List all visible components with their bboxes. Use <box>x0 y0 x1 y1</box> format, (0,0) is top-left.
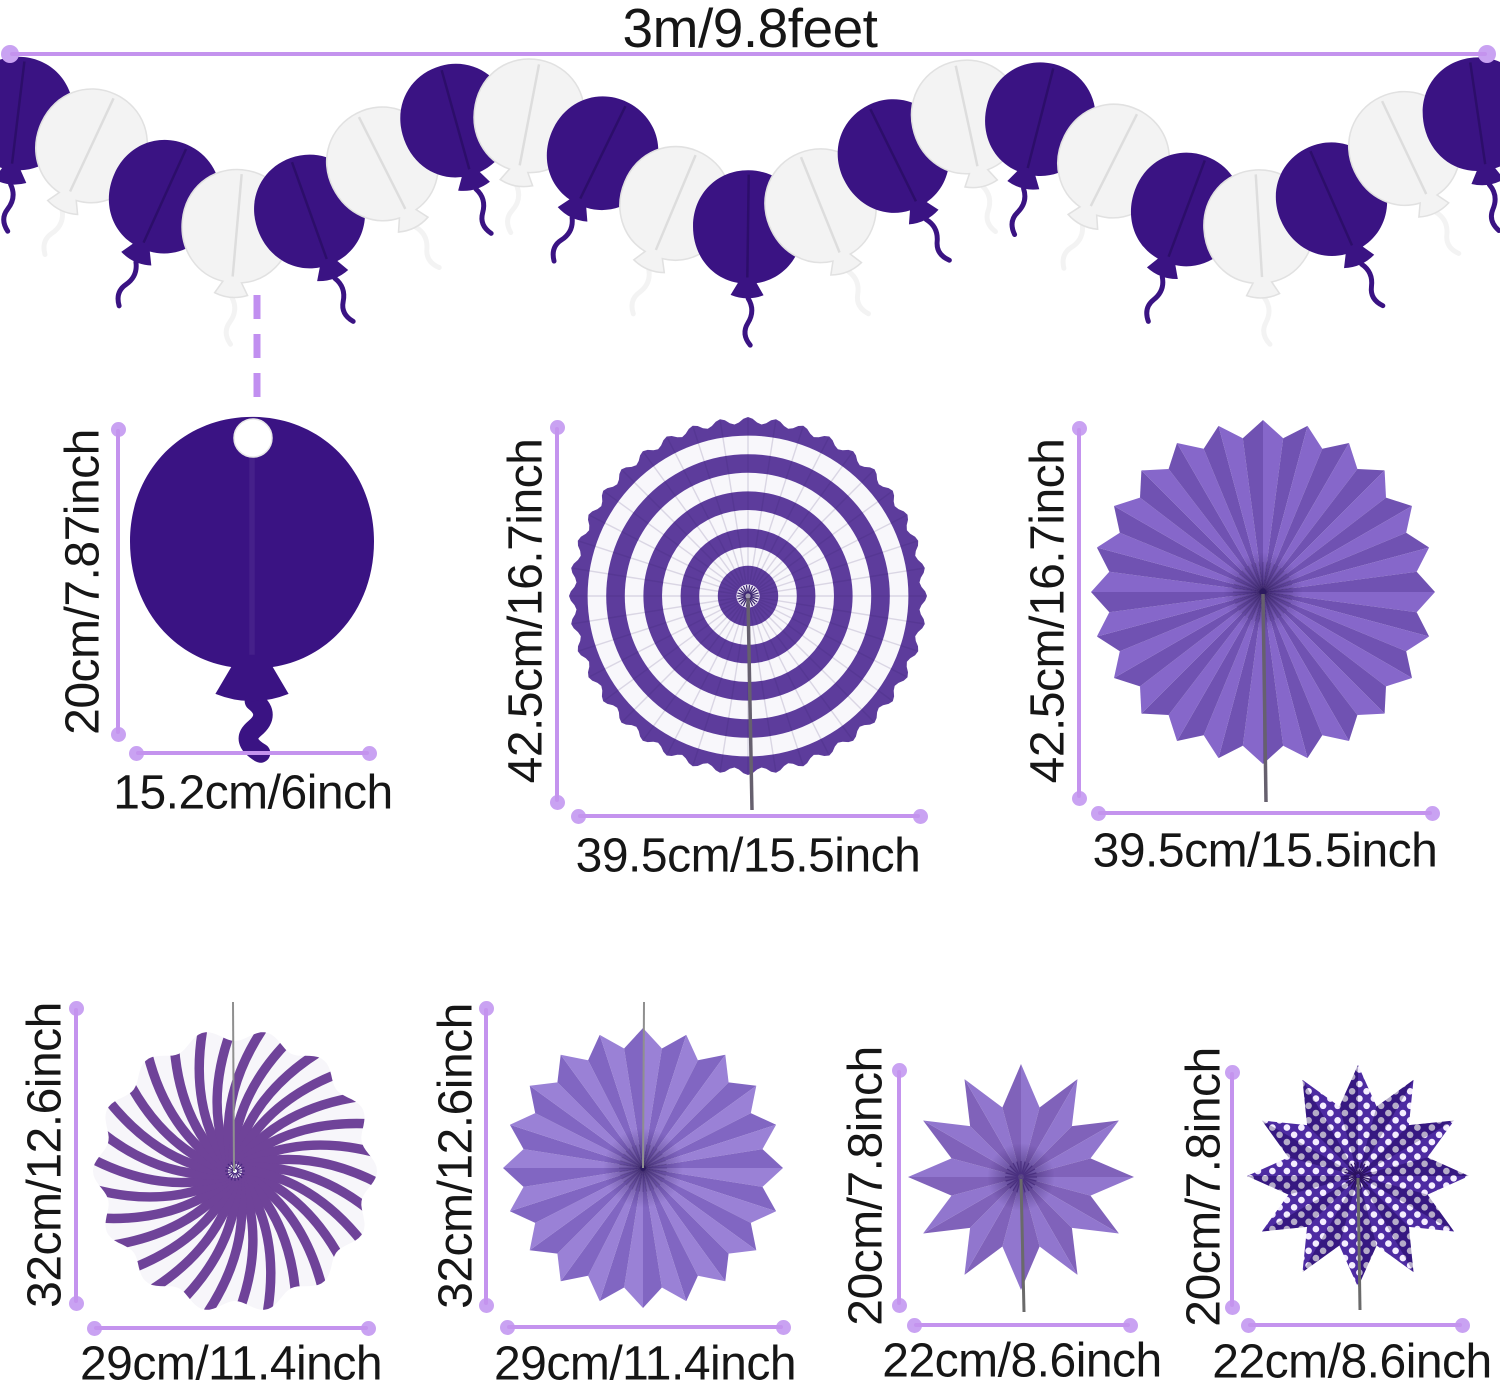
balloon-cutout <box>130 416 374 763</box>
measure-dot <box>912 808 928 824</box>
measure-line-swirl-fan-width <box>94 1326 368 1330</box>
purple-fan-large-stick <box>1261 593 1268 803</box>
balloon-garland <box>0 56 1500 348</box>
measure-dot <box>891 1297 907 1313</box>
measure-line-pointed-fan-height <box>897 1070 901 1305</box>
polka-fan-height-label: 20cm/7.8inch <box>1177 1047 1231 1327</box>
garland-length-label: 3m/9.8feet <box>622 0 878 59</box>
swirl-fan-height-label: 32cm/12.6inch <box>18 1002 72 1308</box>
measure-dot <box>68 1295 84 1311</box>
measure-line-striped-fan-height <box>555 427 559 802</box>
pointed-fan-width-label: 22cm/8.6inch <box>882 1334 1162 1385</box>
light-purple-paper-fan <box>503 1028 783 1308</box>
measure-dot <box>110 726 126 742</box>
light-purple-fan-string <box>642 1001 645 1169</box>
measure-dot <box>360 1320 376 1336</box>
measure-line-polka-fan-width <box>1248 1323 1462 1327</box>
swirl-fan-string <box>232 1001 235 1172</box>
balloon-hanging-hole <box>233 418 273 458</box>
measure-line-balloon-width <box>136 751 369 755</box>
purple-paper-fan-large <box>1091 420 1435 764</box>
measure-line-garland-length <box>10 52 1487 56</box>
measure-dot <box>1478 45 1496 63</box>
measure-dot <box>549 794 565 810</box>
pointed-fan-stick <box>1019 1178 1026 1313</box>
measure-dot <box>361 745 377 761</box>
measure-line-solid-fan-large-height <box>1077 428 1081 798</box>
solid-fan-medium-height-label: 32cm/12.6inch <box>429 1003 483 1309</box>
polka-dot-paper-fan <box>1247 1065 1469 1287</box>
measure-dot <box>1454 1317 1470 1333</box>
measure-dot <box>775 1319 791 1335</box>
solid-fan-large-height-label: 42.5cm/16.7inch <box>1021 438 1075 784</box>
swirl-paper-fan <box>93 1032 377 1310</box>
measure-line-solid-fan-large-width <box>1098 811 1432 815</box>
measure-dot <box>1071 790 1087 806</box>
measure-line-swirl-fan-height <box>74 1008 78 1303</box>
pointed-fan-height-label: 20cm/7.8inch <box>839 1046 893 1326</box>
balloon-height-label: 20cm/7.87inch <box>56 429 110 735</box>
striped-fan-width-label: 39.5cm/15.5inch <box>575 829 921 883</box>
measure-dot <box>478 1297 494 1313</box>
measure-dot <box>1122 1317 1138 1333</box>
measure-dot <box>1424 805 1440 821</box>
measure-dot <box>1224 1299 1240 1315</box>
garland-balloon-purple <box>1422 57 1500 234</box>
swirl-fan-width-label: 29cm/11.4inch <box>79 1337 383 1385</box>
measure-line-solid-fan-medium-width <box>507 1325 783 1329</box>
measure-line-striped-fan-width <box>578 814 920 818</box>
striped-fan-height-label: 42.5cm/16.7inch <box>499 438 553 784</box>
solid-fan-large-width-label: 39.5cm/15.5inch <box>1092 824 1438 878</box>
pointed-paper-fan <box>908 1064 1134 1290</box>
measure-line-balloon-height <box>116 429 120 734</box>
measure-line-pointed-fan-width <box>914 1323 1130 1327</box>
measure-line-polka-fan-height <box>1230 1072 1234 1307</box>
polka-fan-stick <box>1356 1177 1362 1311</box>
solid-fan-medium-width-label: 29cm/11.4inch <box>493 1337 797 1385</box>
polka-fan-width-label: 22cm/8.6inch <box>1212 1335 1492 1385</box>
striped-fan-stick <box>746 597 754 811</box>
balloon-width-label: 15.2cm/6inch <box>113 766 393 820</box>
measure-line-solid-fan-medium-height <box>484 1008 488 1305</box>
striped-paper-fan <box>569 417 927 775</box>
